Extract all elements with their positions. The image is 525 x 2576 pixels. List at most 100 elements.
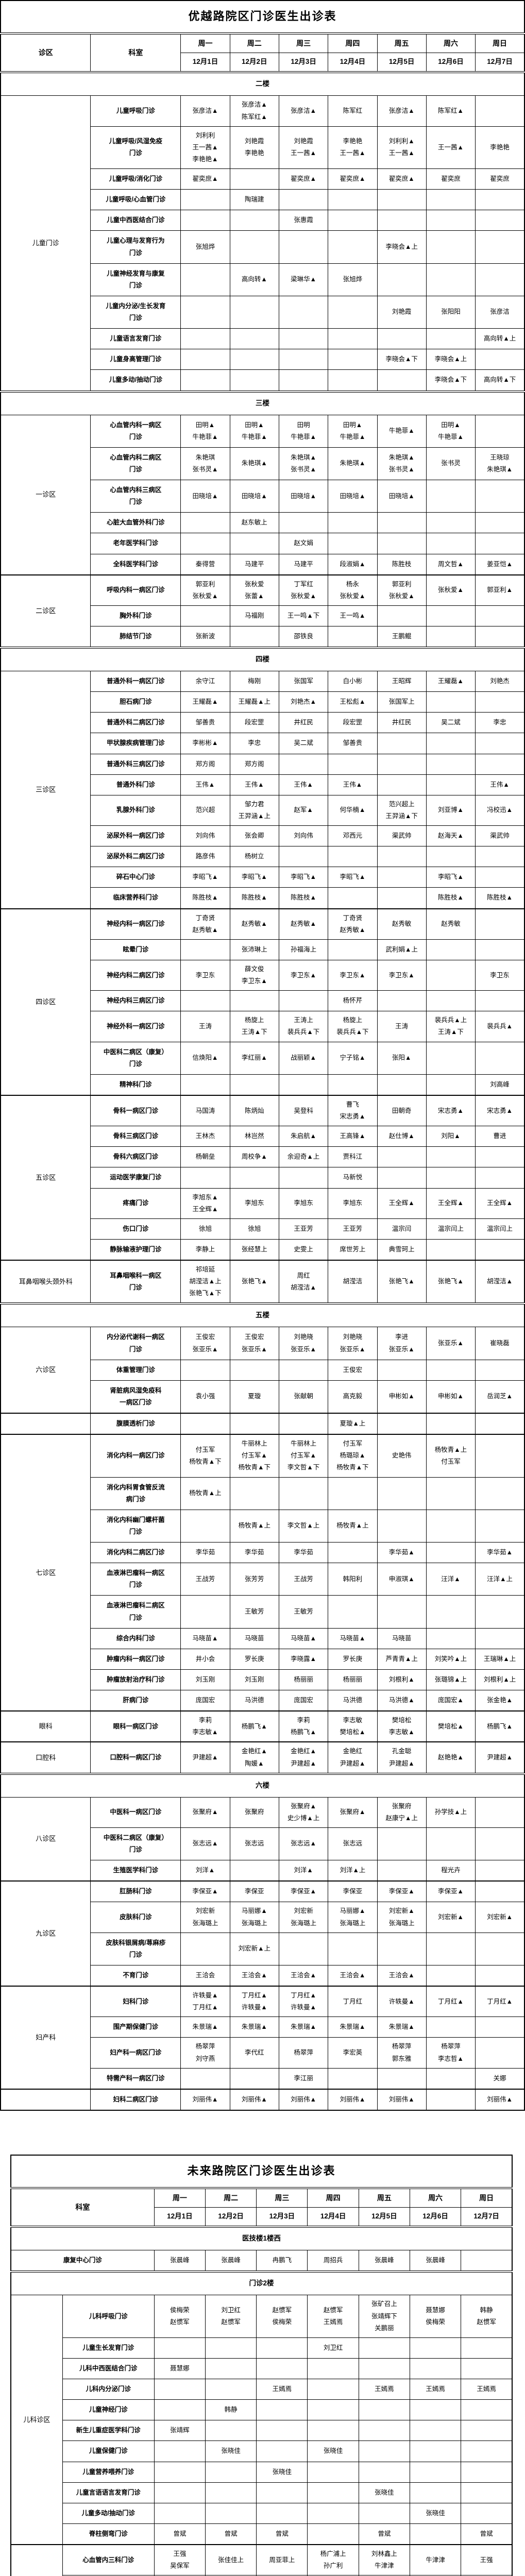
doctor-cell: 许轶曼▲ (377, 1986, 427, 2018)
doctor-cell: 马国涛 (180, 1094, 230, 1127)
dept-cell: 静脉输液护理门诊 (90, 1239, 181, 1261)
doctor-cell: 曹进 (475, 1126, 525, 1147)
doctor-cell (328, 1542, 378, 1564)
doctor-cell (377, 605, 427, 627)
doctor-cell (180, 605, 230, 627)
doctor-cell: 李旭东 (278, 1188, 329, 1219)
doctor-cell (328, 753, 378, 775)
doctor-cell: 张旭烨 (180, 230, 230, 264)
doctor-cell (256, 2502, 308, 2524)
schedule-row: 心血管内科三病区 门诊 田晓培▲ 田晓培▲ 田晓培▲ 田晓培▲ 田晓培▲ (1, 480, 525, 513)
doctor-cell: 丁月红▲ 许轶曼▲ (278, 1986, 329, 2018)
doctor-cell (358, 2502, 410, 2524)
doctor-cell: 刘丽伟▲ (278, 2088, 329, 2111)
schedule-row: 儿童神经门诊 韩静 (11, 2399, 513, 2421)
floor-label: 六楼 (0, 1772, 525, 1798)
area-cell: 三诊区 (0, 671, 91, 909)
dept-cell: 生殖医学科门诊 (90, 1860, 181, 1882)
doctor-cell (409, 2523, 462, 2545)
doctor-cell: 井红民 (278, 712, 329, 734)
doctor-cell (475, 1932, 525, 1965)
dept-cell: 泌尿外科一病区门诊 (90, 825, 181, 847)
doctor-cell: 刘艳霞 (377, 295, 427, 329)
doctor-cell: 马洪德 (328, 1690, 378, 1711)
doctor-cell (307, 2502, 359, 2524)
doctor-cell (180, 990, 230, 1012)
doctor-cell (377, 1477, 427, 1510)
doctor-cell (307, 2420, 359, 2442)
doctor-cell: 杨鹏飞▲ (229, 1710, 279, 1742)
doctor-cell: 李保亚 (229, 1880, 279, 1903)
doctor-cell: 李保亚 (328, 1880, 378, 1903)
doctor-cell: 史艳伟 (377, 1434, 427, 1478)
doctor-cell: 刘宏新▲上 (229, 1932, 279, 1965)
doctor-cell (328, 626, 378, 648)
doctor-cell: 李志敏 樊培松▲ (328, 1710, 378, 1742)
schedule-row: 普通外科门诊 王伟▲ 王伟▲ 王伟▲ 王伟▲ 王伟▲ (1, 774, 525, 795)
doctor-cell (426, 959, 476, 991)
doctor-cell (154, 2482, 206, 2503)
schedule-row: 儿童呼吸/风湿免疫 门诊 刘利利 王一茜▲ 李艳艳▲ 刘艳霞 李艳艳 刘艳霞 王一茜▲… (1, 126, 525, 170)
doctor-cell (461, 2461, 513, 2483)
doctor-cell: 杨怀芹 (328, 990, 378, 1012)
dept-cell: 儿童保健门诊 (62, 2441, 155, 2462)
doctor-cell (475, 1964, 525, 1987)
doctor-cell: 朱艳琪▲ 张书灵▲ (377, 447, 427, 481)
dept-cell: 儿童内分泌/生长发育 门诊 (90, 295, 181, 329)
doctor-cell (409, 2461, 462, 2483)
schedule-row: 二诊区 呼吸内科一病区门诊 郭亚利 张秋爱▲ 张秋爱 张蕾▲ 丁军红 张秋爱▲ 杨永 张秋… (0, 574, 525, 648)
area-cell: 眼科 (0, 1710, 91, 1742)
dept-cell: 围产期保健门诊 (90, 2016, 181, 2038)
schedule-row: 儿童言语语言发育门诊 张晓佳 (11, 2482, 513, 2503)
area-cell: 儿科诊区 (10, 2295, 63, 2545)
doctor-cell: 信焕阳▲ (180, 1041, 230, 1075)
doctor-cell (475, 1827, 525, 1861)
doctor-cell: 王昭辉 (377, 671, 427, 692)
doctor-cell: 王伟▲ (229, 774, 279, 795)
area-cell: 二诊区 (0, 574, 91, 648)
doctor-cell (377, 1146, 427, 1168)
doctor-cell (328, 1595, 378, 1629)
dept-cell: 妇科二病区门诊 (90, 2088, 181, 2111)
schedule-row: 儿童神经发育与康复 门诊 高向转▲ 梁琳华▲ 张旭烨 (1, 263, 525, 296)
doctor-cell: 陈军红▲ (426, 95, 476, 127)
schedule-row: 胆石病门诊 王耀磊▲ 王耀磊▲上 刘艳杰▲ 王松彪▲ 张国军上 (1, 691, 525, 713)
doctor-cell: 段宏罡 (229, 712, 279, 734)
doctor-cell (180, 328, 230, 350)
schedule-row: 体重管理门诊 王俊宏 (1, 1359, 525, 1381)
dept-cell: 精神科门诊 (90, 1074, 181, 1096)
column-header-dept: 科室 (10, 2188, 155, 2227)
floor-label: 五楼 (0, 1302, 525, 1328)
column-header-area: 诊区 (0, 33, 91, 73)
doctor-cell: 张矿召上 张靖辉下 关鹏丽 (358, 2295, 410, 2338)
doctor-cell: 冉鹏飞 (256, 2250, 308, 2272)
doctor-cell (426, 1477, 476, 1510)
doctor-cell: 李晓会▲上 (377, 230, 427, 264)
doctor-cell: 王涛上 裴兵兵▲下 (278, 1011, 329, 1042)
doctor-cell (475, 846, 525, 868)
doctor-cell: 王林杰 (180, 1126, 230, 1147)
area-cell (0, 1413, 91, 1435)
doctor-cell (278, 1074, 329, 1096)
doctor-cell: 张秋爱▲ (426, 574, 476, 606)
doctor-cell (180, 939, 230, 960)
schedule-row: 脊柱侧弯门诊 曾斌 曾斌 曾斌 曾斌 曾斌 (11, 2523, 513, 2545)
schedule-row: 综合内科门诊 马晓苗▲ 马晓苗 马晓苗▲ 马晓苗▲ 马晓苗 (1, 1628, 525, 1649)
doctor-cell (328, 230, 378, 264)
dept-cell: 中医科二病区（康复） 门诊 (90, 1827, 181, 1861)
doctor-cell (377, 2067, 427, 2090)
doctor-cell (409, 2399, 462, 2421)
doctor-cell: 韩阳利 (328, 1563, 378, 1596)
doctor-cell: 孔金聪 尹建超▲ (377, 1741, 427, 1774)
doctor-cell (205, 2420, 257, 2442)
doctor-cell: 范兴超上 王羿涵▲下 (377, 794, 427, 826)
doctor-cell (475, 349, 525, 370)
doctor-cell: 田晓培▲ (229, 480, 279, 513)
doctor-cell: 李静上 (180, 1239, 230, 1261)
doctor-cell (328, 295, 378, 329)
doctor-cell: 关娜 (475, 2067, 525, 2090)
weekday-header: 周日 (475, 33, 525, 54)
area-cell: 一诊区 （卒中 中心） (10, 2544, 63, 2576)
schedule-row: 新生儿重症医学科门诊 张靖辉 (11, 2420, 513, 2442)
doctor-cell (229, 328, 279, 350)
